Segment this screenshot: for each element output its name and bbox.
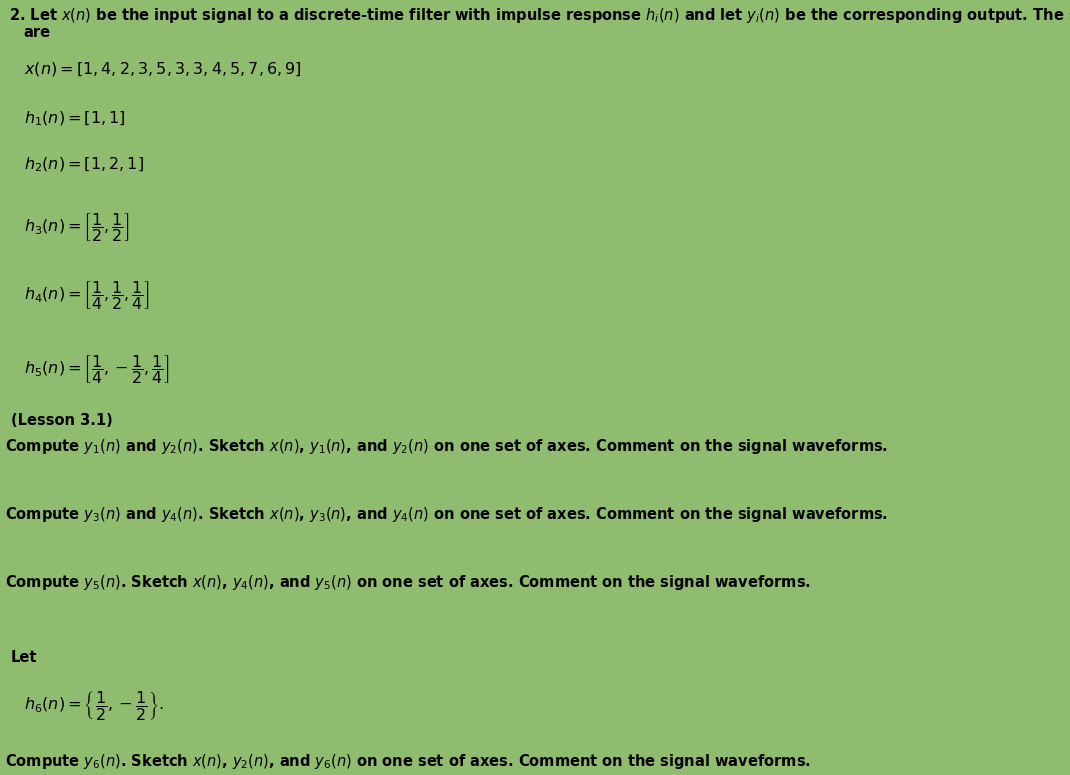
Text: Compute $y_5(n)$. Sketch $x(n)$, $y_4(n)$, and $y_5(n)$ on one set of axes. Comm: Compute $y_5(n)$. Sketch $x(n)$, $y_4(n)… — [5, 573, 811, 591]
Text: $h_4(n) = \left[\dfrac{1}{4}, \dfrac{1}{2}, \dfrac{1}{4}\right]$: $h_4(n) = \left[\dfrac{1}{4}, \dfrac{1}{… — [24, 280, 150, 312]
Text: $h_5(n) = \left[\dfrac{1}{4}, -\dfrac{1}{2}, \dfrac{1}{4}\right]$: $h_5(n) = \left[\dfrac{1}{4}, -\dfrac{1}… — [24, 353, 169, 387]
Text: $h_2(n) = [1, 2, 1]$: $h_2(n) = [1, 2, 1]$ — [24, 156, 143, 174]
Text: Compute $y_6(n)$. Sketch $x(n)$, $y_2(n)$, and $y_6(n)$ on one set of axes. Comm: Compute $y_6(n)$. Sketch $x(n)$, $y_2(n)… — [5, 752, 811, 771]
Text: $h_6(n) = \left\{\dfrac{1}{2}, -\dfrac{1}{2}\right\}.$: $h_6(n) = \left\{\dfrac{1}{2}, -\dfrac{1… — [24, 689, 163, 722]
Text: (Lesson 3.1): (Lesson 3.1) — [11, 413, 112, 428]
Text: $h_1(n) = [1, 1]$: $h_1(n) = [1, 1]$ — [24, 109, 125, 128]
Text: 2. Let $x(n)$ be the input signal to a discrete-time filter with impulse respons: 2. Let $x(n)$ be the input signal to a d… — [9, 6, 1070, 26]
Text: are: are — [24, 25, 50, 40]
Text: Let: Let — [11, 650, 37, 665]
Text: $h_3(n) = \left[\dfrac{1}{2}, \dfrac{1}{2}\right]$: $h_3(n) = \left[\dfrac{1}{2}, \dfrac{1}{… — [24, 211, 129, 243]
Text: $x(n) = [1, 4, 2, 3, 5, 3, 3, 4, 5, 7, 6, 9]$: $x(n) = [1, 4, 2, 3, 5, 3, 3, 4, 5, 7, 6… — [24, 60, 302, 78]
Text: Compute $y_1(n)$ and $y_2(n)$. Sketch $x(n)$, $y_1(n)$, and $y_2(n)$ on one set : Compute $y_1(n)$ and $y_2(n)$. Sketch $x… — [5, 436, 888, 456]
Text: Compute $y_3(n)$ and $y_4(n)$. Sketch $x(n)$, $y_3(n)$, and $y_4(n)$ on one set : Compute $y_3(n)$ and $y_4(n)$. Sketch $x… — [5, 505, 888, 523]
